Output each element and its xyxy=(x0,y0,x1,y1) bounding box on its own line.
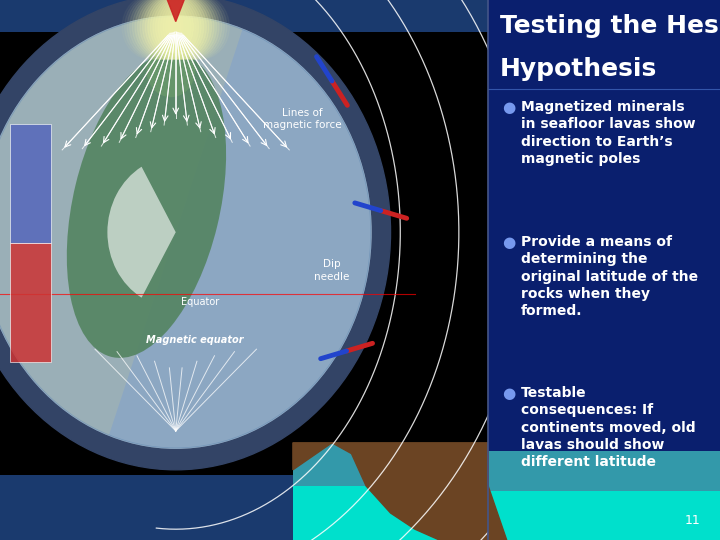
Circle shape xyxy=(135,0,194,59)
Circle shape xyxy=(130,0,189,59)
Circle shape xyxy=(153,0,212,59)
Bar xyxy=(0,0,488,475)
Text: ●: ● xyxy=(502,100,516,115)
Circle shape xyxy=(0,0,390,470)
Bar xyxy=(0,0,488,32)
Circle shape xyxy=(166,0,225,59)
Text: ●: ● xyxy=(502,235,516,250)
Ellipse shape xyxy=(67,52,226,358)
Text: Testable
consequences: If
continents moved, old
lavas should show
different lati: Testable consequences: If continents mov… xyxy=(521,386,696,469)
Circle shape xyxy=(127,0,186,59)
Bar xyxy=(293,443,488,540)
Text: 11: 11 xyxy=(684,514,700,526)
Circle shape xyxy=(0,16,371,448)
Wedge shape xyxy=(107,167,176,298)
Bar xyxy=(488,491,720,540)
Circle shape xyxy=(0,16,371,448)
Bar xyxy=(293,486,488,540)
Ellipse shape xyxy=(146,43,195,97)
Circle shape xyxy=(148,0,207,59)
Circle shape xyxy=(150,0,209,59)
Polygon shape xyxy=(161,0,190,22)
Text: Lines of
magnetic force: Lines of magnetic force xyxy=(264,108,342,130)
Circle shape xyxy=(143,0,201,59)
Bar xyxy=(10,124,51,243)
Text: Magnetized minerals
in seafloor lavas show
direction to Earth’s
magnetic poles: Magnetized minerals in seafloor lavas sh… xyxy=(521,100,696,166)
Text: Dip
needle: Dip needle xyxy=(314,259,350,281)
Text: Hypothesis: Hypothesis xyxy=(500,57,657,80)
Circle shape xyxy=(156,0,214,59)
Text: Equator: Equator xyxy=(181,298,219,307)
Circle shape xyxy=(140,0,199,59)
Bar xyxy=(10,243,51,362)
Wedge shape xyxy=(0,16,243,435)
Circle shape xyxy=(145,0,204,59)
Circle shape xyxy=(158,0,217,59)
Polygon shape xyxy=(293,443,488,540)
Polygon shape xyxy=(488,451,507,540)
Circle shape xyxy=(132,0,191,59)
Text: ●: ● xyxy=(502,386,516,401)
Text: Testing the Hess: Testing the Hess xyxy=(500,14,720,37)
Circle shape xyxy=(168,0,227,59)
Bar xyxy=(488,451,720,540)
Circle shape xyxy=(163,0,222,59)
Circle shape xyxy=(138,0,196,59)
Text: Magnetic equator: Magnetic equator xyxy=(146,335,244,345)
Circle shape xyxy=(161,0,219,59)
Text: Provide a means of
determining the
original latitude of the
rocks when they
form: Provide a means of determining the origi… xyxy=(521,235,698,318)
